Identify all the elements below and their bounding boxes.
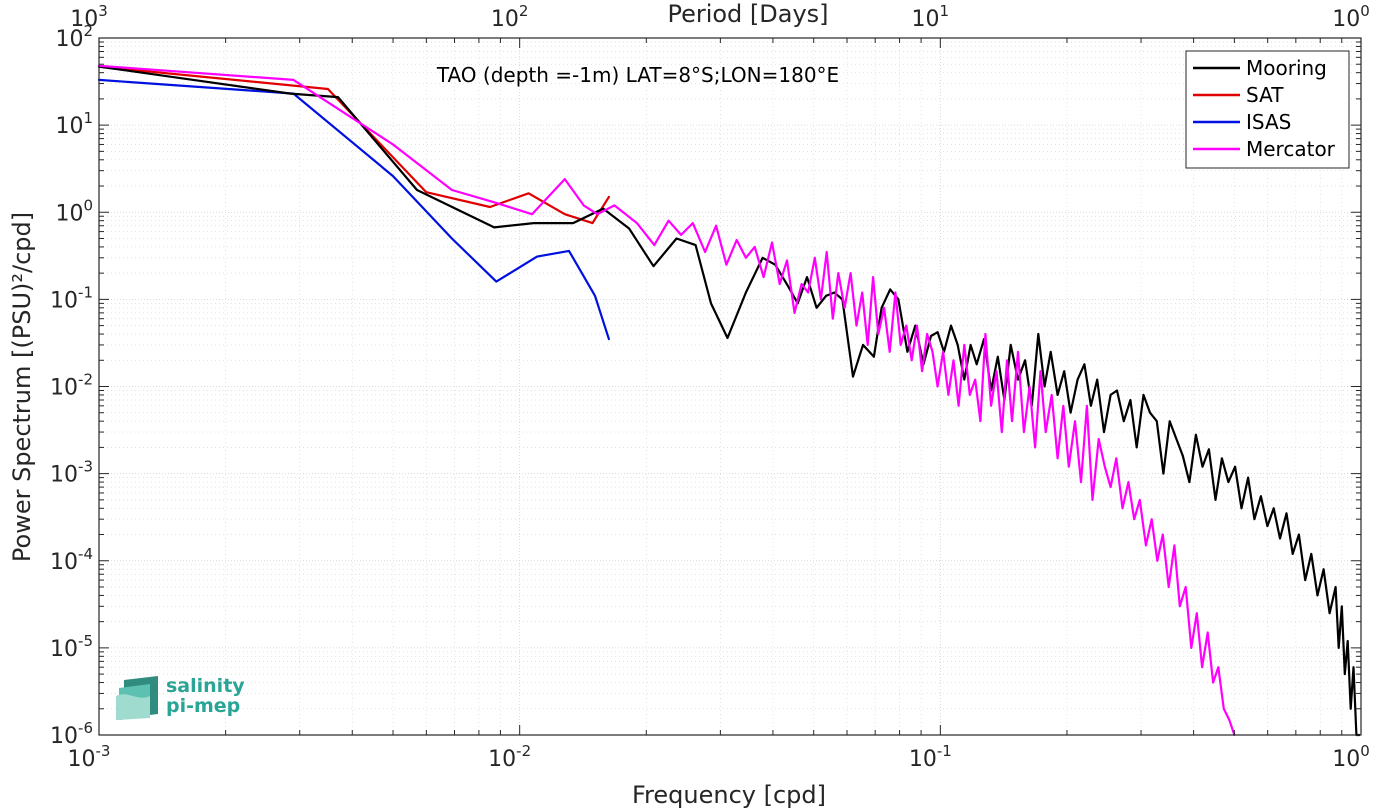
salinity-pi-mep-logo: salinity pi-mep <box>116 675 245 720</box>
logo-text-pi-mep: pi-mep <box>166 695 240 717</box>
x2-tick-label: 100 <box>1332 2 1370 32</box>
x-tick-label: 10-2 <box>488 742 531 772</box>
series-line-isas <box>97 78 611 341</box>
y-tick-label: 10-5 <box>50 632 93 662</box>
x2-tick-label: 101 <box>912 2 950 32</box>
series-line-mooring <box>97 65 1361 737</box>
logo-text-salinity: salinity <box>166 675 245 697</box>
legend: Mooring SAT ISAS Mercator <box>1185 50 1350 169</box>
y-tick-label: 10-4 <box>50 545 93 575</box>
y-tick-label: 100 <box>55 196 93 226</box>
y-tick-label: 10-2 <box>50 371 93 401</box>
y-tick-label: 101 <box>55 109 93 139</box>
x-tick-label: 10-1 <box>909 742 952 772</box>
series-line-mercator <box>97 64 1236 737</box>
x2-axis-label: Period [Days] <box>667 0 828 28</box>
chart-title: TAO (depth =-1m) LAT=8°S;LON=180°E <box>436 63 839 87</box>
legend-label-isas: ISAS <box>1246 110 1291 134</box>
logo-mark-icon <box>116 676 158 720</box>
x-tick-label: 100 <box>1332 742 1370 772</box>
x-axis-label: Frequency [cpd] <box>632 781 826 809</box>
legend-label-mooring: Mooring <box>1246 56 1327 80</box>
x-tick-label: 10-3 <box>68 742 111 772</box>
y-axis-label: Power Spectrum [(PSU)²/cpd] <box>8 212 36 562</box>
legend-label-sat: SAT <box>1246 83 1284 107</box>
y-tick-label: 102 <box>55 22 93 52</box>
series-lines <box>97 64 1361 737</box>
x2-tick-label: 102 <box>491 2 529 32</box>
x2-tick-label: 103 <box>70 2 108 32</box>
legend-label-mercator: Mercator <box>1246 137 1336 161</box>
y-tick-label: 10-6 <box>50 719 93 749</box>
y-tick-label: 10-3 <box>50 458 93 488</box>
y-tick-label: 10-1 <box>50 283 93 313</box>
